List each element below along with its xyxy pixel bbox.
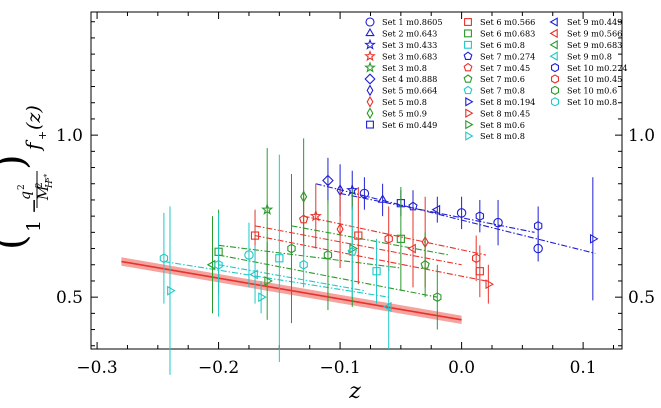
y-tick-label-left: 0.5 [56,288,83,308]
legend-label: Set 7 m0.45 [480,63,530,73]
data-point [259,293,266,301]
legend-marker [465,41,472,48]
legend-label: Set 3 m0.433 [382,40,437,50]
legend-label: Set 7 m0.6 [480,74,525,84]
data-point [591,235,598,243]
legend-marker [551,30,558,38]
legend-label: Set 10 m0.6 [567,86,617,96]
legend-marker [551,41,558,49]
legend-marker [366,18,374,26]
y-label-m-subscript-sup: s* [43,173,51,181]
y-label-q-exponent: 2 [17,184,27,190]
fit-line [304,216,486,255]
legend-label: Set 10 m0.274 [567,63,628,73]
y-tick-label-right: 0.5 [628,288,655,308]
legend-label: Set 9 m0.8 [567,51,612,61]
legend-label: Set 5 m0.9 [382,108,427,118]
fit-line [316,184,595,254]
legend-label: Set 6 m0.449 [382,120,437,130]
legend-marker [365,74,375,84]
legend-label: Set 9 m0.566 [567,29,622,39]
y-label-close-paren: ) [0,154,34,170]
legend-label: Set 7 m0.8 [480,86,525,96]
chart: ( 1 − q 2 M 2 H s* ) f + (z) z −0.3−0.2−… [0,0,661,408]
legend-marker [366,29,374,36]
data-point [408,245,415,253]
legend-marker [551,52,558,60]
x-axis-label: z [348,379,361,404]
y-tick-label-left: 1.0 [56,126,83,146]
y-axis: 0.5 0.5 1.0 1.0 [56,22,655,346]
x-axis: −0.3 −0.2 −0.1 0.0 0.1 [76,12,613,378]
data-point [486,280,493,288]
legend-marker [366,52,375,60]
legend-label: Set 10 m0.45 [567,74,622,84]
legend-marker [465,19,472,26]
legend-label: Set 6 m0.8 [480,40,525,50]
x-tick-label: −0.3 [76,358,117,378]
legend-marker [552,75,559,83]
fit-line [255,236,486,281]
legend-marker [367,121,374,128]
legend-marker [464,52,472,59]
legend-marker [466,98,473,106]
legend-label: Set 10 m0.8 [567,97,617,107]
legend-marker [552,64,559,72]
legend-marker [366,40,375,48]
y-label-q: q [18,191,34,200]
y-tick-label-right: 1.0 [628,126,655,146]
legend-marker [552,98,559,106]
x-tick-label: −0.1 [319,358,360,378]
legend-marker [366,63,375,71]
legend-label: Set 8 m0.45 [480,108,530,118]
legend-marker [464,64,472,71]
x-tick-label: 0.0 [448,358,475,378]
legend-label: Set 8 m0.194 [480,97,535,107]
legend-label: Set 8 m0.6 [480,120,525,130]
legend-label: Set 4 m0.888 [382,74,437,84]
fit-line [291,226,449,255]
legend-label: Set 2 m0.643 [382,29,437,39]
legend-marker [466,121,473,129]
legend-marker [552,86,559,94]
y-axis-label: ( 1 − q 2 M 2 H s* ) f + (z) [0,105,55,250]
y-label-one-minus: 1 − [23,198,45,232]
x-tick-label: −0.2 [198,358,239,378]
legend-marker [465,30,472,37]
data-point [250,270,257,278]
y-label-z: (z) [23,105,45,130]
legend-label: Set 1 m0.8605 [382,17,443,27]
data-points [160,138,597,375]
x-tick-label: 0.1 [570,358,597,378]
legend-marker [367,86,373,96]
legend-label: Set 6 m0.683 [480,29,535,39]
legend-label: Set 3 m0.8 [382,63,427,73]
y-label-plus: + [36,131,49,140]
data-point [168,287,175,295]
legend-label: Set 7 m0.274 [480,51,535,61]
legend-label: Set 5 m0.664 [382,86,437,96]
legend-marker [466,132,473,140]
legend-marker [367,108,373,118]
legend-label: Set 9 m0.683 [567,40,622,50]
legend-label: Set 8 m0.8 [480,131,525,141]
legend-marker [464,75,472,82]
y-label-open-paren: ( [0,234,34,250]
legend-marker [466,109,473,117]
legend-label: Set 6 m0.566 [480,17,535,27]
legend-label: Set 9 m0.449 [567,17,622,27]
legend-label: Set 5 m0.8 [382,97,427,107]
legend-marker [551,18,558,26]
legend-label: Set 3 m0.683 [382,51,437,61]
legend-marker [367,97,373,107]
legend-marker [464,86,472,93]
data-point [208,261,215,269]
